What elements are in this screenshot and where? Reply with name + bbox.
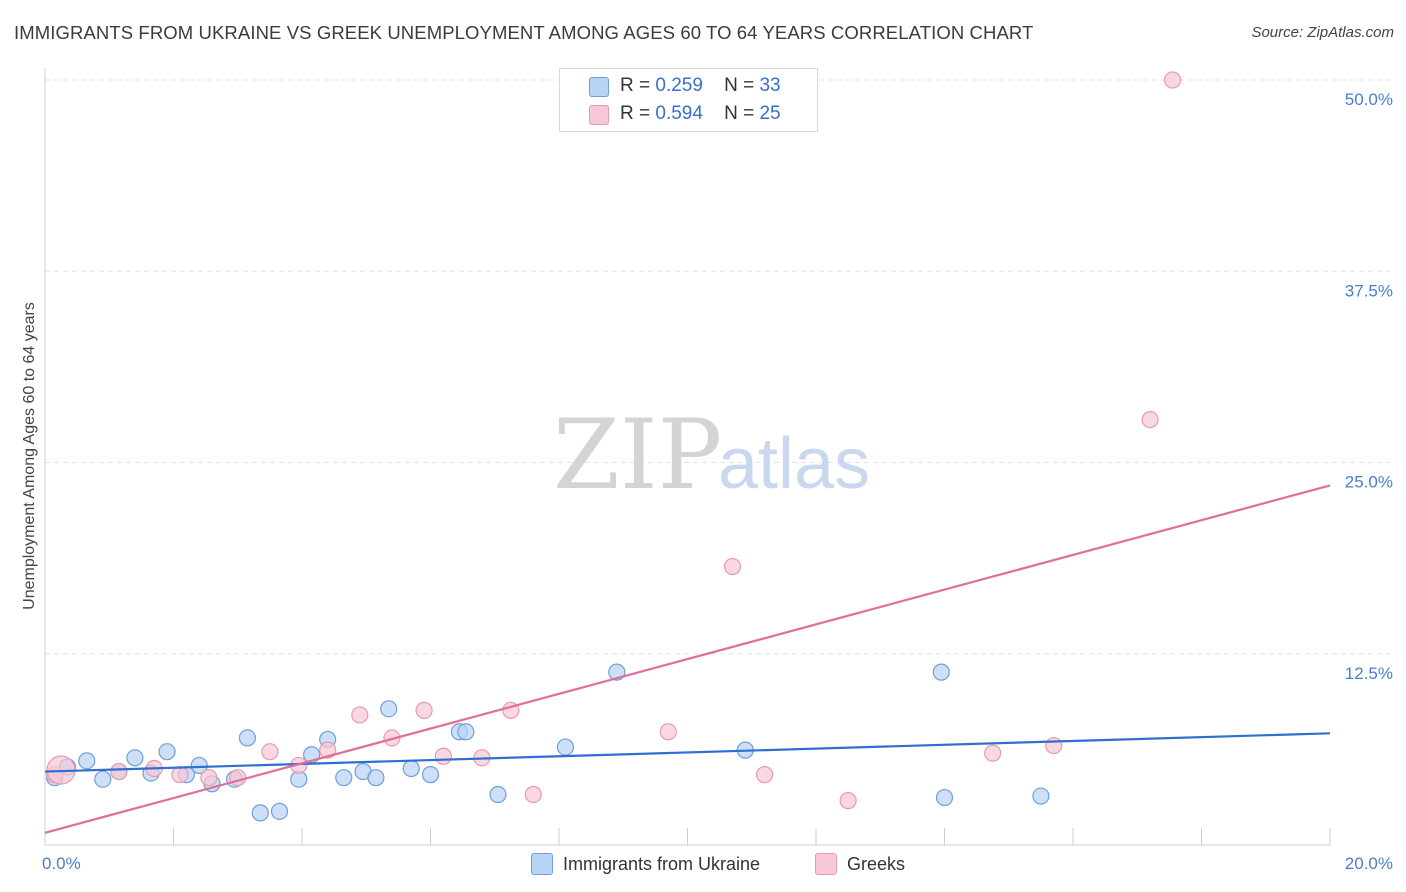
greek-trend-line xyxy=(44,484,1331,834)
ukraine-point xyxy=(367,769,385,787)
grid-layer xyxy=(45,79,1390,655)
greek-point xyxy=(1141,411,1159,429)
ukraine-point xyxy=(489,785,507,804)
y-axis-label: Unemployment Among Ages 60 to 64 years xyxy=(21,302,38,610)
ukraine-point xyxy=(190,756,208,775)
source-label: Source: ZipAtlas.com xyxy=(1251,24,1394,41)
bottom-legend-greeks: Greeks xyxy=(815,852,905,876)
ukraine-point xyxy=(94,770,112,788)
x-tick-label-max: 20.0% xyxy=(1345,854,1393,873)
x-tick-label-min: 0.0% xyxy=(42,854,81,873)
ukraine-point xyxy=(1032,787,1050,805)
greek-point xyxy=(524,785,542,804)
greek-point xyxy=(200,769,218,787)
legend-r-value-ukraine: 0.259 xyxy=(655,75,703,96)
ukraine-trend-line xyxy=(44,732,1331,773)
ukraine-point xyxy=(335,769,353,787)
bottom-legend-label-greeks: Greeks xyxy=(847,853,906,874)
greek-point xyxy=(110,762,128,781)
axis-layer xyxy=(44,68,1331,846)
ukraine-point xyxy=(556,738,575,756)
ukraine-point xyxy=(457,723,475,741)
ukraine-point xyxy=(126,749,144,767)
trend-layer xyxy=(44,484,1331,834)
bottom-legend-ukraine: Immigrants from Ukraine xyxy=(531,852,760,876)
greek-point xyxy=(659,723,677,741)
greek-point xyxy=(351,706,369,724)
ukraine-point xyxy=(402,759,420,778)
labels-layer: Unemployment Among Ages 60 to 64 years 1… xyxy=(21,90,1393,873)
bottom-legend-label-ukraine: Immigrants from Ukraine xyxy=(563,853,761,874)
y-tick-label: 50.0% xyxy=(1345,90,1393,109)
greek-point xyxy=(415,701,433,719)
legend-n-label: N = xyxy=(724,103,755,124)
greek-point xyxy=(171,766,189,784)
greek-point xyxy=(984,744,1002,762)
legend-row-ukraine: R = 0.259 N = 33 xyxy=(620,74,781,98)
ukraine-point xyxy=(238,729,256,747)
y-tick-label: 12.5% xyxy=(1345,664,1393,683)
greek-point xyxy=(755,766,774,784)
legend-n-value-ukraine: 33 xyxy=(759,75,781,96)
y-tick-label: 37.5% xyxy=(1345,281,1393,300)
ukraine-point xyxy=(78,752,96,770)
correlation-legend: R = 0.259 N = 33 R = 0.594 N = 25 xyxy=(559,68,818,132)
ukraine-point xyxy=(251,804,269,822)
ukraine-point xyxy=(380,700,398,718)
watermark: ZIP atlas xyxy=(553,399,870,511)
bottom-legend-swatch-greeks xyxy=(815,853,837,875)
greek-point xyxy=(434,747,452,765)
legend-r-label: R = xyxy=(620,75,651,96)
ukraine-point xyxy=(158,743,176,761)
legend-swatch-ukraine xyxy=(589,77,609,97)
ukraine-point xyxy=(935,788,954,807)
legend-row-greeks: R = 0.594 N = 25 xyxy=(620,102,781,126)
ukraine-point xyxy=(932,663,950,681)
chart-title: IMMIGRANTS FROM UKRAINE VS GREEK UNEMPLO… xyxy=(14,22,1034,43)
ukraine-point xyxy=(421,766,440,784)
ukraine-point xyxy=(270,802,289,820)
watermark-atlas: atlas xyxy=(718,424,870,504)
greek-point xyxy=(261,743,279,761)
greek-point xyxy=(1163,71,1182,89)
y-tick-label: 25.0% xyxy=(1345,473,1393,492)
legend-r-value-greeks: 0.594 xyxy=(655,103,703,124)
greek-point xyxy=(1045,736,1063,755)
bottom-legend-swatch-ukraine xyxy=(531,853,553,875)
greek-point xyxy=(723,557,742,576)
greek-point xyxy=(839,792,857,810)
legend-swatch-greeks xyxy=(589,105,609,125)
legend-n-value-greeks: 25 xyxy=(759,103,781,124)
watermark-zip: ZIP xyxy=(553,399,722,511)
legend-n-label: N = xyxy=(724,75,755,96)
legend-r-label: R = xyxy=(620,103,651,124)
